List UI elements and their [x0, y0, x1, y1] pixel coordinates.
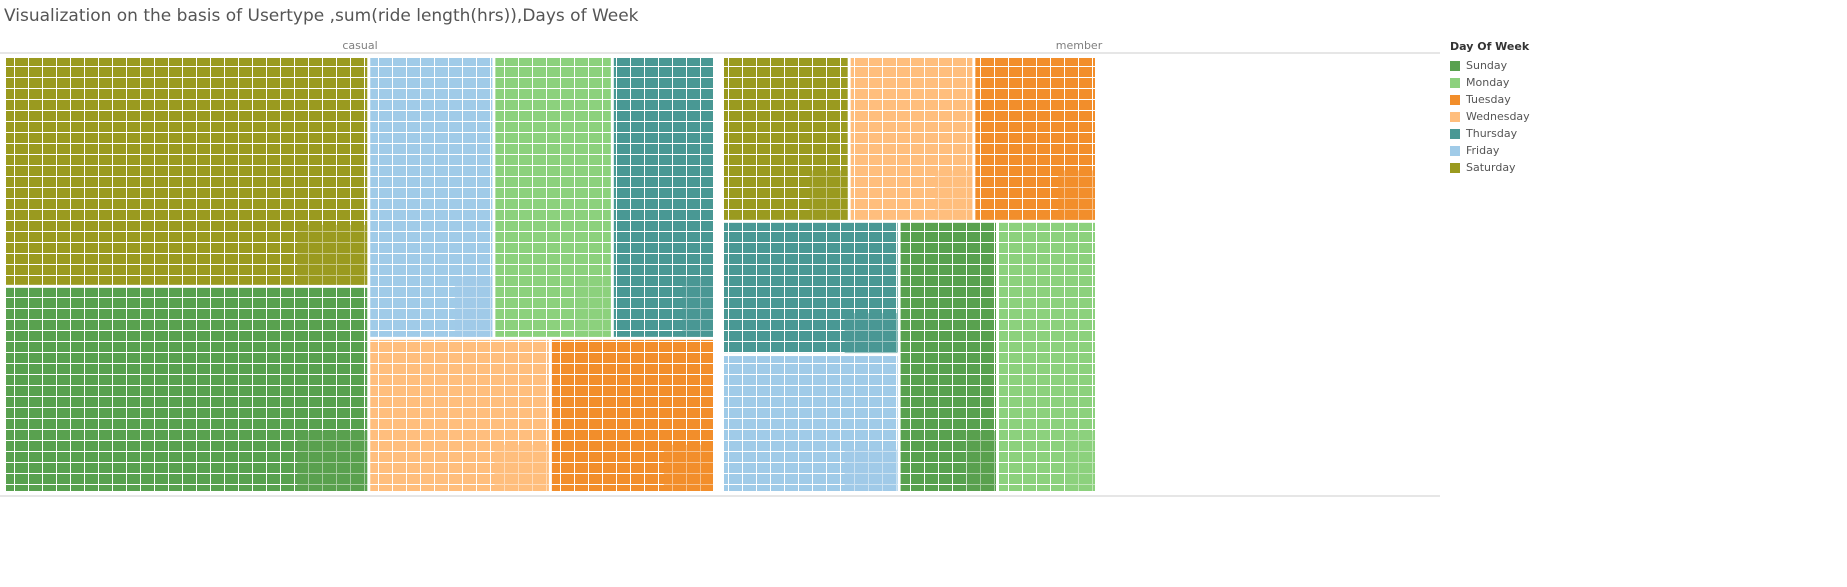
treemap-tile-casual-wednesday[interactable]	[370, 339, 549, 491]
legend-label-tuesday: Tuesday	[1466, 93, 1511, 106]
treemap-tile-member-tuesday[interactable]	[975, 58, 1095, 220]
legend-label-monday: Monday	[1466, 76, 1510, 89]
legend-swatch-thursday	[1450, 128, 1460, 139]
treemap-tile-dense-corner	[809, 170, 848, 220]
legend-swatch-saturday	[1450, 162, 1460, 173]
legend-item-sunday[interactable]: Sunday	[1450, 57, 1530, 74]
legend-item-friday[interactable]: Friday	[1450, 142, 1530, 159]
treemap-tile-member-friday[interactable]	[724, 356, 898, 491]
legend-swatch-wednesday	[1450, 111, 1460, 122]
treemap-tile-dense-corner	[454, 276, 493, 337]
treemap-tile-member-sunday[interactable]	[900, 222, 996, 491]
treemap-tile-dense-corner	[1058, 170, 1095, 220]
treemap-tile-dense-corner	[844, 313, 898, 354]
legend-item-monday[interactable]: Monday	[1450, 74, 1530, 91]
treemap-tile-dense-corner	[297, 224, 368, 285]
legend-title: Day Of Week	[1450, 40, 1530, 53]
legend: Day Of Week Sunday Monday Tuesday Wednes…	[1450, 40, 1530, 176]
legend-item-thursday[interactable]: Thursday	[1450, 125, 1530, 142]
legend-label-sunday: Sunday	[1466, 59, 1508, 72]
treemap-tile-casual-friday[interactable]	[370, 58, 493, 337]
legend-label-thursday: Thursday	[1466, 127, 1518, 140]
treemap-tile-dense-corner	[575, 276, 611, 337]
panel-header-member: member	[1056, 39, 1103, 52]
treemap-tile-dense-corner	[663, 444, 713, 491]
legend-label-friday: Friday	[1466, 144, 1500, 157]
treemap-tile-member-monday[interactable]	[999, 222, 1095, 491]
legend-label-wednesday: Wednesday	[1466, 110, 1530, 123]
treemap-tile-casual-monday[interactable]	[495, 58, 611, 337]
chart-title: Visualization on the basis of Usertype ,…	[4, 6, 639, 26]
legend-item-tuesday[interactable]: Tuesday	[1450, 91, 1530, 108]
treemap-tile-casual-saturday[interactable]	[6, 58, 368, 285]
treemap-tile-member-wednesday[interactable]	[850, 58, 973, 220]
legend-item-saturday[interactable]: Saturday	[1450, 159, 1530, 176]
treemap-tile-dense-corner	[934, 170, 973, 220]
panel-header-casual: casual	[342, 39, 377, 52]
treemap-tile-dense-corner	[1065, 431, 1095, 491]
legend-swatch-monday	[1450, 77, 1460, 88]
treemap-tile-dense-corner	[966, 431, 996, 491]
treemap-chart: casual member	[0, 39, 1440, 497]
legend-swatch-tuesday	[1450, 94, 1460, 105]
treemap-tile-member-thursday[interactable]	[724, 222, 898, 354]
treemap-tile-dense-corner	[682, 276, 713, 337]
legend-swatch-friday	[1450, 145, 1460, 156]
treemap-tile-casual-sunday[interactable]	[6, 287, 368, 491]
legend-swatch-sunday	[1450, 60, 1460, 71]
treemap-tile-dense-corner	[297, 431, 368, 491]
treemap-tile-dense-corner	[844, 449, 898, 491]
legend-label-saturday: Saturday	[1466, 161, 1516, 174]
treemap-tile-dense-corner	[494, 444, 549, 491]
legend-item-wednesday[interactable]: Wednesday	[1450, 108, 1530, 125]
treemap-tile-casual-tuesday[interactable]	[551, 339, 713, 491]
treemap-tile-casual-thursday[interactable]	[613, 58, 713, 337]
treemap-tile-member-saturday[interactable]	[724, 58, 848, 220]
